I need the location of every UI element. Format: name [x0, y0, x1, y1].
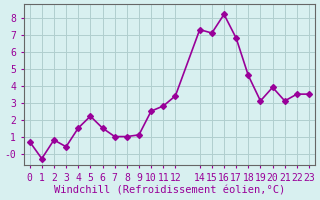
X-axis label: Windchill (Refroidissement éolien,°C): Windchill (Refroidissement éolien,°C): [54, 186, 285, 196]
